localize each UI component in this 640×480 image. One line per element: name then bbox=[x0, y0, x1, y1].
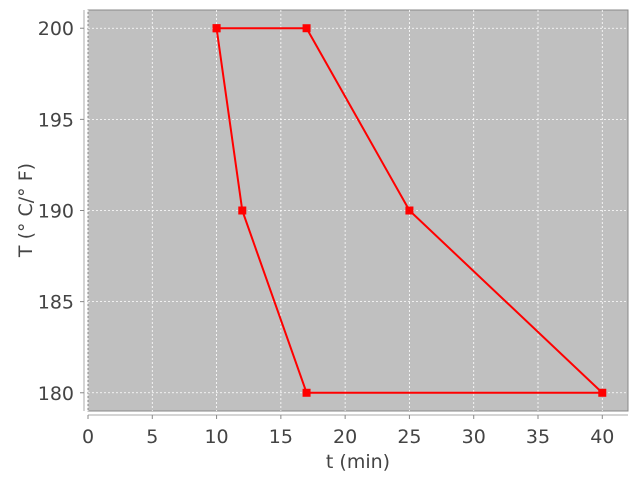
x-tick-label: 35 bbox=[526, 426, 550, 448]
y-axis-label: T (° C/° F) bbox=[15, 163, 37, 258]
y-tick-label: 180 bbox=[38, 383, 74, 405]
x-tick-label: 20 bbox=[333, 426, 357, 448]
x-tick-label: 40 bbox=[590, 426, 614, 448]
data-point-marker bbox=[598, 388, 607, 397]
data-point-marker bbox=[238, 206, 247, 215]
data-point-marker bbox=[212, 24, 221, 33]
x-tick-label: 30 bbox=[462, 426, 486, 448]
y-tick-label: 200 bbox=[38, 18, 74, 40]
y-tick-label: 195 bbox=[38, 109, 74, 131]
x-tick-label: 0 bbox=[82, 426, 94, 448]
axes: 0 5 10 15 20 25 30 35 40 180 185 190 195 200 bbox=[38, 10, 628, 448]
data-point-marker bbox=[405, 206, 414, 215]
data-point-marker bbox=[302, 24, 311, 33]
y-tick-label: 185 bbox=[38, 292, 74, 314]
series bbox=[212, 24, 607, 397]
data-point-marker bbox=[302, 388, 311, 397]
x-tick-label: 25 bbox=[397, 426, 421, 448]
x-tick-label: 5 bbox=[146, 426, 158, 448]
x-axis-label: t (min) bbox=[326, 451, 390, 473]
x-tick-label: 10 bbox=[204, 426, 228, 448]
x-tick-label: 15 bbox=[269, 426, 293, 448]
y-tick-label: 190 bbox=[38, 201, 74, 223]
